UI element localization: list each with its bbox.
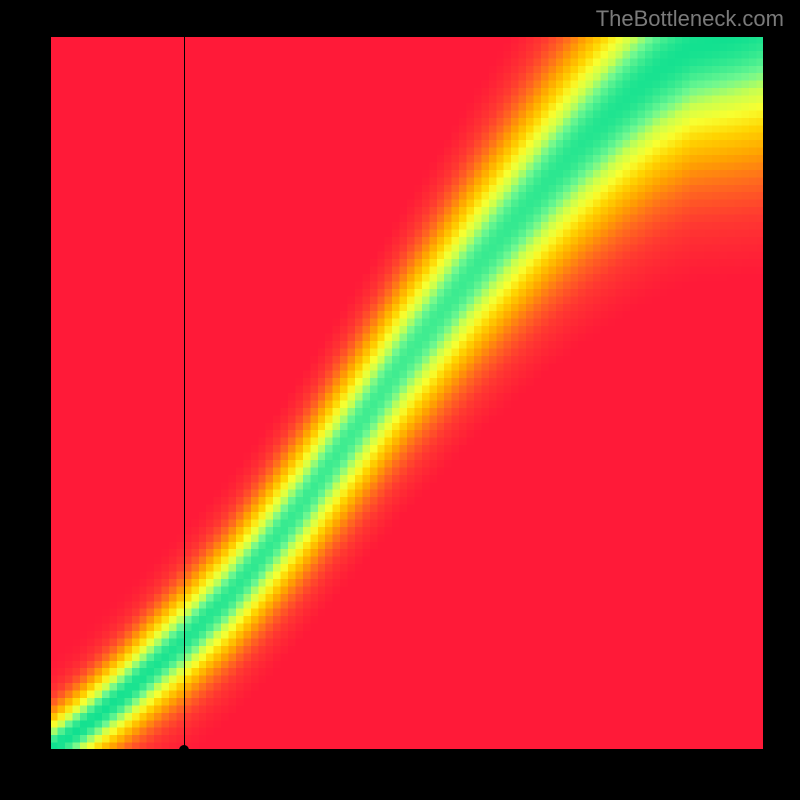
plot-area [50, 36, 764, 750]
heatmap-canvas [50, 36, 764, 750]
watermark-text: TheBottleneck.com [596, 6, 784, 32]
marker-dot [179, 745, 189, 755]
marker-tick-line [184, 36, 185, 750]
